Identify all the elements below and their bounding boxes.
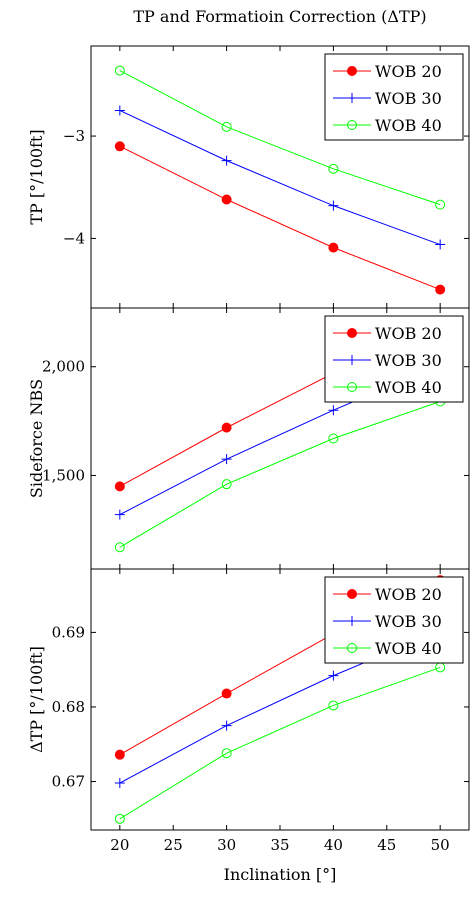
- data-point: [221, 748, 232, 759]
- legend: WOB 20 WOB 30 WOB 40: [324, 576, 464, 664]
- legend-marker: [347, 589, 357, 599]
- data-point: [328, 242, 339, 253]
- series-line: [119, 145, 441, 291]
- x-tick-label: 45: [377, 836, 396, 854]
- data-point: [114, 105, 125, 116]
- x-axis-label: Inclination [°]: [224, 865, 337, 884]
- legend-marker: [347, 616, 357, 626]
- data-point: [328, 700, 339, 711]
- data-point: [221, 121, 232, 132]
- data-point: [114, 65, 125, 76]
- y-tick-label: −3: [63, 127, 85, 145]
- series-line: [119, 70, 441, 206]
- data-point: [221, 422, 232, 433]
- legend-label: WOB 20: [375, 62, 442, 81]
- x-tick-label: 30: [217, 836, 236, 854]
- data-point: [221, 720, 232, 731]
- data-point: [221, 194, 232, 205]
- x-tick-label: 20: [110, 836, 129, 854]
- y-axis-label: ΔTP [°/100ft]: [27, 646, 46, 753]
- x-tick-label: 50: [431, 836, 450, 854]
- y-tick-label: 1,500: [42, 466, 85, 484]
- data-point: [435, 239, 446, 250]
- data-point: [114, 509, 125, 520]
- legend-marker: [347, 643, 357, 653]
- data-point: [221, 454, 232, 465]
- data-point: [114, 778, 125, 789]
- data-point: [114, 141, 125, 152]
- data-point: [221, 155, 232, 166]
- legend-marker: [347, 93, 357, 103]
- y-axis-label: Sideforce NBS: [27, 379, 46, 498]
- legend-label: WOB 40: [375, 639, 442, 658]
- legend-label: WOB 40: [375, 116, 442, 135]
- legend-label: WOB 40: [375, 378, 442, 397]
- legend: WOB 20 WOB 30 WOB 40: [324, 53, 464, 141]
- legend-label: WOB 30: [375, 89, 442, 108]
- data-point: [328, 200, 339, 211]
- data-point: [435, 284, 446, 295]
- panel-2: 1,500 2,000 Sideforce NBS WOB 20 WOB 30 WOB 4…: [27, 307, 470, 570]
- data-point: [328, 433, 339, 444]
- data-point: [114, 542, 125, 553]
- legend-label: WOB 30: [375, 612, 442, 631]
- legend-label: WOB 30: [375, 351, 442, 370]
- data-point: [221, 479, 232, 490]
- y-tick-label: 2,000: [42, 358, 85, 376]
- data-point: [114, 481, 125, 492]
- x-tick-label: 25: [164, 836, 183, 854]
- panel-1: −3 −4 TP [°/100ft] WOB 20 WOB 30 WOB 40: [27, 45, 470, 309]
- data-point: [328, 405, 339, 416]
- legend: WOB 20 WOB 30 WOB 40: [324, 315, 464, 403]
- legend-marker: [347, 120, 357, 130]
- legend-marker: [347, 355, 357, 365]
- chart-title: TP and Formatioin Correction (ΔTP): [133, 7, 426, 26]
- data-point: [328, 163, 339, 174]
- series-line: [119, 401, 441, 548]
- legend-label: WOB 20: [375, 324, 442, 343]
- y-tick-label: 0.68: [52, 698, 85, 716]
- y-tick-label: −4: [63, 229, 85, 247]
- data-point: [114, 813, 125, 824]
- data-point: [435, 199, 446, 210]
- y-tick-label: 0.69: [52, 623, 85, 641]
- x-tick-label: 35: [270, 836, 289, 854]
- data-point: [328, 670, 339, 681]
- legend-marker: [347, 328, 357, 338]
- y-tick-label: 0.67: [52, 773, 85, 791]
- legend-marker: [347, 66, 357, 76]
- y-axis-label: TP [°/100ft]: [27, 129, 46, 224]
- data-point: [221, 688, 232, 699]
- legend-label: WOB 20: [375, 585, 442, 604]
- series-line: [119, 666, 441, 820]
- x-tick-label: 40: [324, 836, 343, 854]
- data-point: [114, 749, 125, 760]
- legend-marker: [347, 382, 357, 392]
- series-line: [119, 110, 441, 246]
